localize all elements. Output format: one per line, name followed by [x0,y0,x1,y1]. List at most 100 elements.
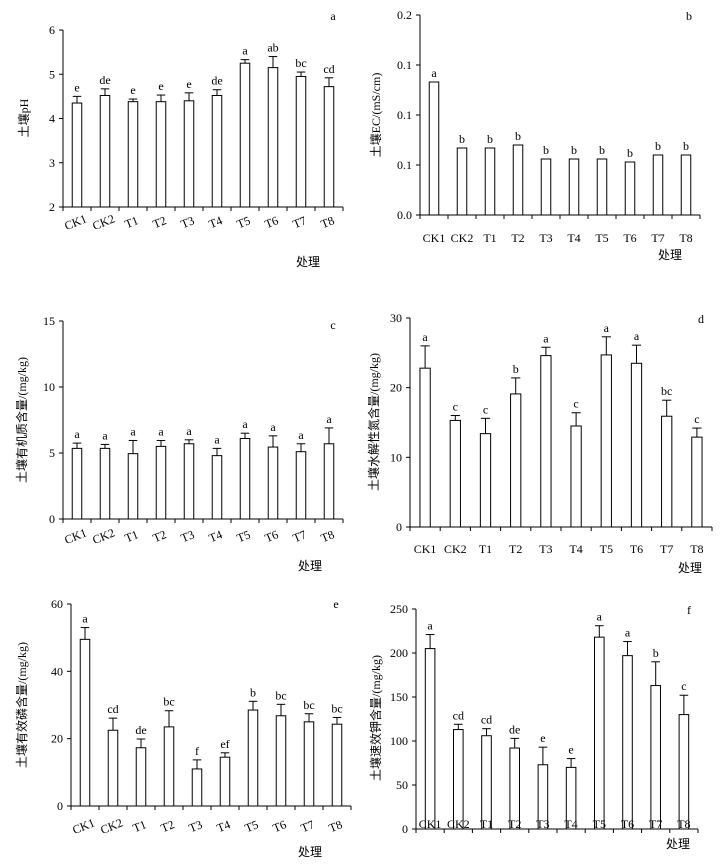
category-label: CK1 [419,817,442,831]
category-label: T4 [215,817,233,835]
category-label: CK2 [447,817,470,831]
y-tick-label: 0.1 [397,58,412,72]
category-label: T7 [291,527,309,545]
y-axis-title: 土壤有机质含量/(mg/kg) [14,357,29,483]
significance-letter: e [568,743,573,757]
y-tick-label: 250 [390,602,408,616]
category-label: CK1 [62,526,88,547]
bar-t1 [127,453,139,520]
y-tick-label: 200 [390,646,408,660]
bar-t7 [652,154,664,216]
y-tick-label: 0 [396,520,402,534]
significance-letter: bc [163,695,174,709]
bar-t1 [135,747,147,807]
y-axis-title: 土壤速效钾含量/(mg/kg) [368,655,383,781]
y-tick-label: 20 [51,732,63,746]
significance-letter: b [655,139,661,153]
y-tick-label: 50 [396,778,408,792]
bar-t2 [510,393,522,528]
category-label: T2 [159,817,177,835]
significance-letter: a [326,412,332,426]
bar-t7 [661,415,673,528]
x-axis-title: 处理 [298,559,322,573]
bar-t8 [691,436,703,528]
significance-letter: b [653,646,659,660]
y-axis-title: 土壤EC/(mS/cm) [368,73,383,158]
significance-letter: b [683,139,689,153]
category-label: T5 [600,542,613,556]
significance-letter: bc [275,688,286,702]
bar-t7 [295,75,307,208]
significance-letter: c [483,402,488,416]
category-label: T1 [123,527,141,545]
category-label: T5 [593,817,606,831]
bar-t5 [596,158,608,216]
chart-panel-a: 2 3 4 5 6 e CK1 de CK2 e T1 e T2 e T3 de T4 a T5 ab T6 bc T7 cd… [16,9,344,269]
x-axis-title: 处理 [296,255,320,269]
significance-letter: a [82,612,88,626]
significance-letter: a [427,619,433,633]
x-axis-title: 处理 [298,845,322,859]
bar-ck1 [428,81,440,216]
y-tick-label: 0 [49,512,55,526]
bar-t5 [247,709,259,807]
category-label: T6 [263,527,281,545]
significance-letter: e [186,77,191,91]
significance-letter: a [597,610,603,624]
bar-t5 [600,354,612,528]
bar-ck2 [107,729,119,807]
significance-letter: a [214,432,220,446]
y-tick-label: 10 [43,380,55,394]
y-tick-label: 20 [390,381,402,395]
category-label: T2 [151,527,169,545]
category-label: CK1 [414,542,437,556]
category-label: CK2 [444,542,467,556]
panel-letter: c [330,318,335,332]
significance-letter: b [543,143,549,157]
y-tick-label: 4 [49,112,55,126]
bar-ck1 [424,648,436,830]
category-label: T7 [649,817,662,831]
category-label: T8 [690,542,703,556]
significance-letter: a [242,44,248,58]
category-label: T6 [271,817,289,835]
chart-panel-c: 0 5 10 15 a CK1 a CK2 a T1 a T2 a T3 a T4 a T5 a T6 a T7 a T8 c 处… [14,314,344,573]
bar-t6 [267,67,279,208]
significance-letter: e [158,79,163,93]
bar-t8 [323,443,335,520]
significance-letter: e [74,80,79,94]
significance-letter: de [211,74,222,88]
y-axis-title: 土壤水解性氮含量/(mg/kg) [366,353,381,491]
significance-letter: b [515,129,521,143]
category-label: T3 [179,527,197,545]
category-label: T4 [569,542,582,556]
x-axis-title: 处理 [678,561,702,575]
category-label: T2 [509,542,522,556]
category-label: CK2 [98,816,124,837]
category-label: T5 [595,231,608,245]
bar-ck1 [79,638,91,807]
bar-t2 [155,101,167,208]
category-label: T4 [207,527,225,545]
significance-letter: de [509,722,520,736]
panel-letter: d [698,312,704,326]
category-label: T3 [179,213,197,231]
bar-t3 [540,355,552,528]
category-label: T6 [263,213,281,231]
category-label: CK2 [90,526,116,547]
category-label: T8 [327,817,345,835]
category-label: T7 [291,213,309,231]
y-tick-label: 3 [49,156,55,170]
category-label: T5 [235,527,253,545]
category-label: T5 [235,213,253,231]
significance-letter: c [453,400,458,414]
significance-letter: ab [267,41,278,55]
bar-t4 [219,756,231,807]
bar-t5 [239,437,251,520]
bar-ck1 [71,102,83,208]
category-label: T1 [480,817,493,831]
significance-letter: cd [107,702,118,716]
bar-t8 [323,86,335,208]
category-label: T4 [564,817,577,831]
